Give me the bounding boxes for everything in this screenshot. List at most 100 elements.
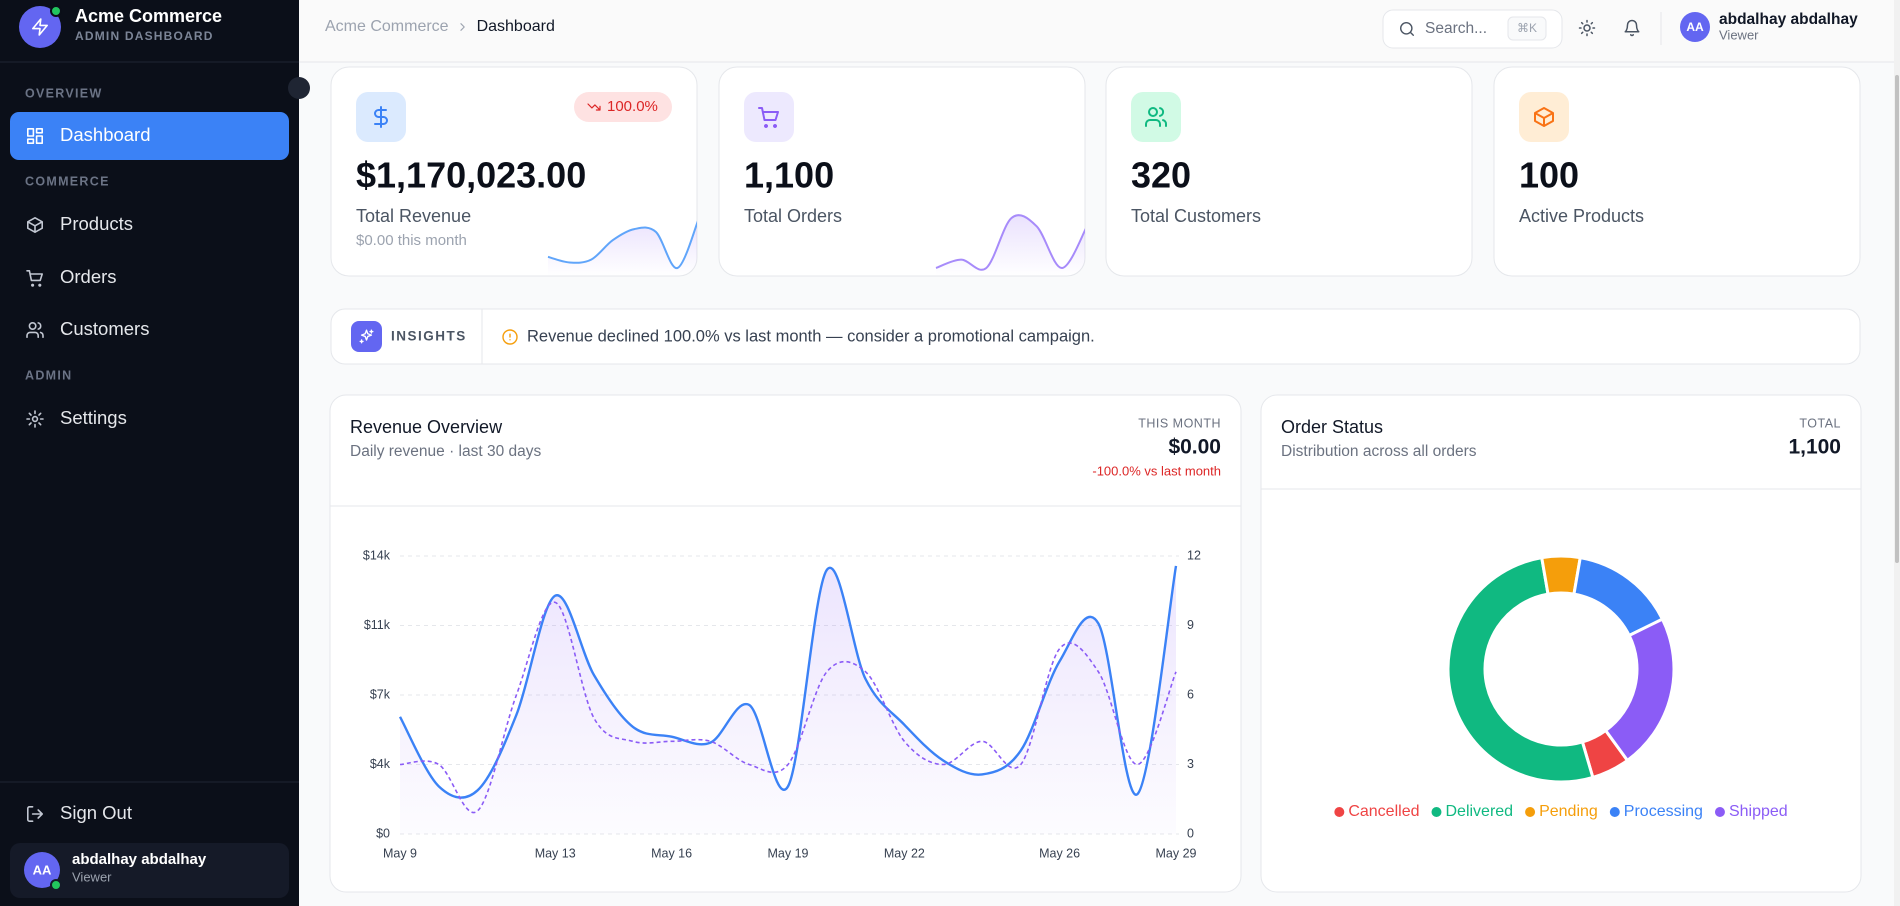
stat-value: $1,170,023.00 xyxy=(356,155,586,196)
stat-label: Total Customers xyxy=(1131,206,1261,226)
stat-value: 100 xyxy=(1519,155,1579,196)
user-name: abdalhay abdalhay xyxy=(1719,11,1858,28)
insights-bar xyxy=(330,308,1861,365)
y-tick-label: $4k xyxy=(370,757,391,771)
icon-trend xyxy=(587,103,601,111)
sparkline xyxy=(935,214,1085,276)
nav-item: Orders xyxy=(60,266,117,287)
panel-amount: 1,100 xyxy=(1788,436,1841,459)
insights-label: INSIGHTS xyxy=(391,329,467,344)
user-role: Viewer xyxy=(72,869,112,884)
shortcut-key: ⌘K xyxy=(1517,21,1537,35)
nav-item-active[interactable] xyxy=(10,112,289,160)
x-tick-label: May 9 xyxy=(383,846,417,860)
legend-dot xyxy=(1334,807,1345,817)
stat-card xyxy=(718,66,1086,277)
stat-label: Total Orders xyxy=(744,206,842,226)
nav-item: Dashboard xyxy=(60,124,151,145)
icon-cart[interactable] xyxy=(26,269,43,287)
stat-value: 1,100 xyxy=(744,155,834,196)
icon-grid[interactable] xyxy=(26,128,43,145)
icon-box[interactable] xyxy=(26,216,43,233)
change-badge-text: 100.0% xyxy=(607,98,658,115)
nav-section-label: ADMIN xyxy=(25,368,72,382)
nav-item: Customers xyxy=(60,318,149,339)
y2-tick-label: 12 xyxy=(1187,548,1201,562)
stat-icon-box xyxy=(744,92,794,142)
y2-tick-label: 3 xyxy=(1187,757,1194,771)
sparkline-line xyxy=(935,214,1085,271)
icon-logout[interactable] xyxy=(26,806,43,823)
icon-path xyxy=(26,216,43,233)
icon-path xyxy=(26,806,43,823)
panel-subtitle: Distribution across all orders xyxy=(1281,443,1477,460)
icon-path xyxy=(1578,19,1596,37)
x-tick-label: May 26 xyxy=(1039,846,1080,860)
breadcrumb-item[interactable]: Acme Commerce xyxy=(325,18,449,35)
stat-label: Total Revenue xyxy=(356,206,471,226)
pie-segment xyxy=(1603,617,1676,763)
icon-users xyxy=(1145,107,1168,127)
icon-path xyxy=(26,269,43,287)
icon-bolt xyxy=(31,18,48,36)
sparkline-area xyxy=(936,215,1085,276)
stat-subtext: $0.00 this month xyxy=(356,232,467,249)
x-tick-label: May 19 xyxy=(768,846,809,860)
collapse-button[interactable] xyxy=(288,77,310,99)
icon-box xyxy=(1534,107,1554,127)
icon-path xyxy=(31,18,48,36)
nav-section-label: COMMERCE xyxy=(25,174,110,188)
series-line xyxy=(398,565,1178,799)
icon-bell[interactable] xyxy=(1624,19,1640,37)
icon-sparkle xyxy=(359,329,374,344)
icon-gear[interactable] xyxy=(26,410,44,428)
icon-path xyxy=(1624,19,1640,37)
brand-subtitle: ADMIN DASHBOARD xyxy=(75,29,214,43)
panel-change: -100.0% vs last month xyxy=(1092,463,1221,478)
breadcrumb-current: Dashboard xyxy=(477,18,555,35)
stat-icon-box xyxy=(1131,92,1181,142)
series-line xyxy=(399,601,1177,814)
shortcut-box xyxy=(1507,16,1547,41)
x-tick-label: May 13 xyxy=(535,846,576,860)
avatar-initials: AA xyxy=(33,862,52,877)
user-role: Viewer xyxy=(1719,27,1759,42)
x-tick-label: May 29 xyxy=(1156,846,1197,860)
legend-label: Pending xyxy=(1539,803,1598,820)
user-card[interactable] xyxy=(10,843,289,898)
nav-section-label: OVERVIEW xyxy=(25,86,103,100)
panel-subtitle: Daily revenue · last 30 days xyxy=(350,443,542,460)
avatar-initials: AA xyxy=(1686,20,1704,34)
avatar[interactable] xyxy=(1680,12,1710,42)
y-tick-label: $0 xyxy=(376,826,390,840)
icon-users[interactable] xyxy=(26,321,44,338)
scrollbar-thumb[interactable] xyxy=(1895,75,1899,563)
icon-path xyxy=(1145,107,1168,127)
stat-card xyxy=(1493,66,1861,277)
icon-path xyxy=(1400,22,1414,37)
legend-label: Processing xyxy=(1624,803,1703,820)
user-name: abdalhay abdalhay xyxy=(72,851,207,868)
icon-path xyxy=(758,107,779,128)
pie-segment xyxy=(1446,555,1595,784)
icon-path xyxy=(1534,107,1554,127)
panel-amount: $0.00 xyxy=(1168,436,1221,459)
y2-tick-label: 9 xyxy=(1187,618,1194,632)
panel-kicker: THIS MONTH xyxy=(1138,416,1221,430)
panel-kicker: TOTAL xyxy=(1799,416,1841,430)
avatar xyxy=(24,852,60,888)
icon-alert xyxy=(502,329,518,345)
legend-dot xyxy=(1609,807,1620,817)
icon-path xyxy=(374,106,388,128)
icon-path xyxy=(26,321,44,338)
icon-chev xyxy=(460,23,465,31)
x-tick-label: May 16 xyxy=(651,846,692,860)
y-tick-label: $11k xyxy=(364,618,391,632)
insight-text: Revenue declined 100.0% vs last month — … xyxy=(527,327,1095,345)
icon-sun[interactable] xyxy=(1578,19,1596,37)
icon-path xyxy=(502,329,518,345)
insights-icon-box xyxy=(351,321,382,352)
change-badge xyxy=(574,92,672,122)
icon-cart xyxy=(758,107,779,128)
